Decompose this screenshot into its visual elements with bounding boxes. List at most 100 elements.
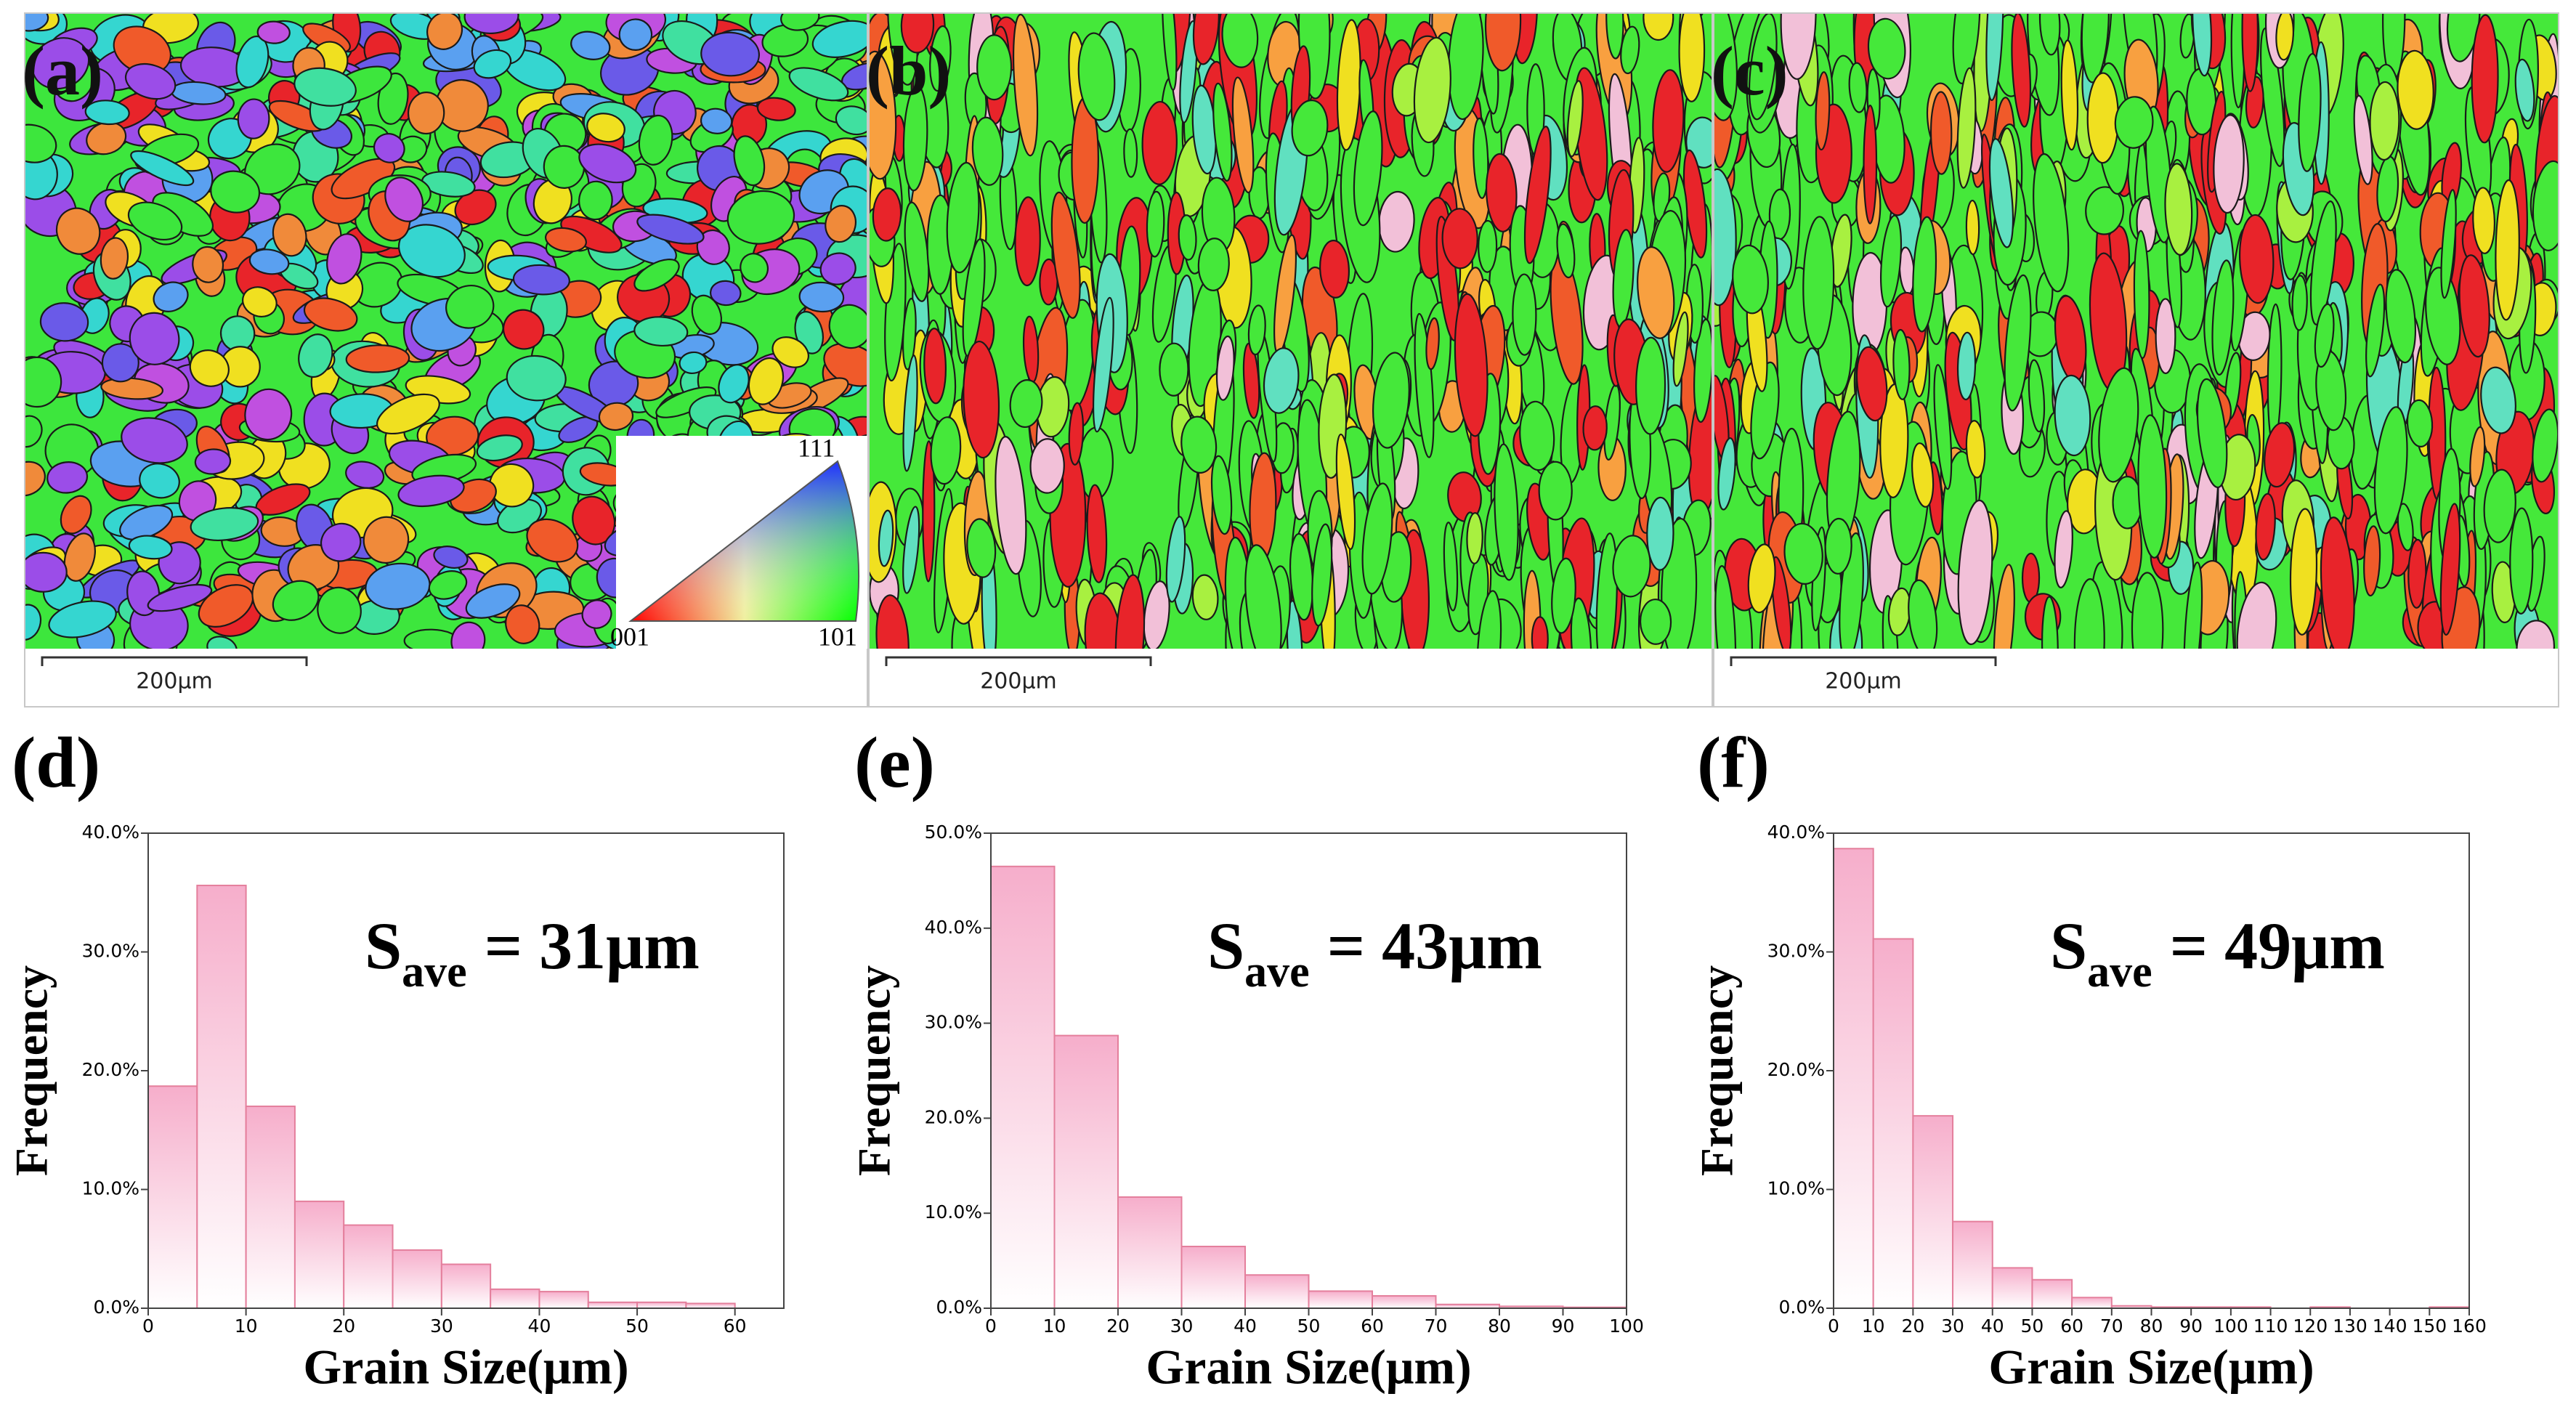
annotation: Save = 31μm bbox=[365, 909, 700, 997]
grain bbox=[825, 205, 857, 243]
grain bbox=[1178, 214, 1197, 261]
grain bbox=[1678, 13, 1706, 102]
bar bbox=[1308, 1290, 1373, 1310]
grain bbox=[194, 448, 232, 475]
grain bbox=[130, 150, 195, 187]
grain bbox=[2183, 562, 2203, 649]
grain bbox=[2532, 408, 2559, 483]
grain bbox=[618, 18, 653, 51]
x-tick-label: 140 bbox=[2373, 1315, 2407, 1337]
grain bbox=[2085, 186, 2124, 235]
grain bbox=[1747, 543, 1776, 614]
y-tick-label: 0.0% bbox=[1778, 1297, 1825, 1318]
bar bbox=[636, 1301, 687, 1309]
grain bbox=[1179, 20, 1198, 123]
grain bbox=[1717, 437, 1736, 511]
grain bbox=[1988, 138, 2014, 248]
grain bbox=[718, 364, 750, 404]
y-tick-label: 20.0% bbox=[925, 1106, 982, 1127]
x-tick-label: 30 bbox=[1941, 1315, 1964, 1337]
grain bbox=[1114, 574, 1146, 649]
grain bbox=[1637, 246, 1675, 339]
grain bbox=[2275, 13, 2294, 61]
grain bbox=[2480, 366, 2516, 434]
grain bbox=[25, 461, 46, 497]
ipf-triangle-overlay bbox=[628, 460, 860, 622]
grain bbox=[272, 580, 320, 621]
grain bbox=[1092, 296, 1114, 433]
grain bbox=[1435, 216, 1460, 341]
grain bbox=[317, 586, 362, 634]
y-tick-label: 40.0% bbox=[1767, 822, 1825, 843]
grain bbox=[1732, 244, 1769, 315]
grain bbox=[526, 518, 579, 563]
grain bbox=[691, 294, 723, 336]
panel-label: (c) bbox=[1711, 32, 1789, 110]
x-tick-label: 100 bbox=[2214, 1315, 2248, 1337]
grain bbox=[84, 100, 130, 126]
grain bbox=[1413, 36, 1451, 144]
grain bbox=[2516, 620, 2556, 649]
grain bbox=[1372, 352, 1410, 449]
y-axis-label: Frequency bbox=[1691, 965, 1743, 1176]
grain bbox=[560, 215, 623, 254]
grain bbox=[1952, 13, 1981, 84]
bar bbox=[2031, 1278, 2073, 1310]
grain bbox=[2397, 49, 2434, 130]
grain bbox=[748, 357, 785, 405]
x-tick-label: 40 bbox=[1234, 1315, 1257, 1337]
grain bbox=[1802, 216, 1835, 350]
grain bbox=[1180, 415, 1218, 474]
x-tick-label: 110 bbox=[2253, 1315, 2288, 1337]
grain bbox=[2038, 13, 2061, 56]
grain bbox=[2241, 13, 2259, 92]
grain bbox=[1551, 557, 1576, 634]
grain bbox=[679, 351, 708, 375]
scale-bar-label: 200μm bbox=[980, 669, 1057, 694]
grain bbox=[771, 336, 809, 368]
grain bbox=[147, 583, 213, 612]
y-tick-label: 40.0% bbox=[82, 822, 139, 843]
grain bbox=[1212, 82, 1233, 182]
panel-label: (b) bbox=[866, 32, 951, 110]
y-tick-label: 10.0% bbox=[925, 1201, 982, 1223]
bar bbox=[2071, 1297, 2113, 1310]
scale-bar-label: 200μm bbox=[136, 669, 213, 694]
grain bbox=[819, 252, 856, 285]
grain bbox=[1570, 597, 1592, 649]
grain bbox=[206, 636, 238, 649]
x-tick-label: 90 bbox=[1552, 1315, 1575, 1337]
grain bbox=[1956, 67, 1977, 189]
grain bbox=[1965, 420, 1986, 479]
grain bbox=[995, 436, 1027, 575]
grain bbox=[2363, 525, 2381, 597]
grain bbox=[2406, 399, 2434, 447]
x-tick-label: 30 bbox=[1170, 1315, 1194, 1337]
grain bbox=[433, 546, 469, 569]
bar bbox=[490, 1288, 540, 1309]
grain bbox=[373, 133, 405, 163]
grain bbox=[124, 62, 177, 100]
grain bbox=[100, 377, 164, 400]
grain bbox=[1605, 13, 1624, 60]
x-tick-label: 20 bbox=[1106, 1315, 1130, 1337]
grain bbox=[189, 349, 230, 387]
scale-bar bbox=[885, 656, 1152, 666]
grain bbox=[788, 67, 849, 102]
grain bbox=[828, 304, 867, 349]
grain bbox=[902, 354, 918, 472]
ebsd-map: 200μm (b) bbox=[866, 12, 1713, 708]
grain bbox=[60, 495, 92, 535]
x-tick-label: 30 bbox=[430, 1315, 453, 1337]
grain bbox=[1867, 17, 1906, 80]
grain bbox=[298, 333, 333, 378]
grain bbox=[2532, 160, 2559, 251]
grain bbox=[384, 177, 424, 222]
grain bbox=[1538, 461, 1573, 521]
grain bbox=[25, 604, 42, 641]
map-frame bbox=[1713, 12, 2559, 708]
grain bbox=[1425, 317, 1440, 370]
grain bbox=[586, 113, 625, 143]
x-tick-label: 50 bbox=[625, 1315, 649, 1337]
grain bbox=[976, 34, 1013, 101]
